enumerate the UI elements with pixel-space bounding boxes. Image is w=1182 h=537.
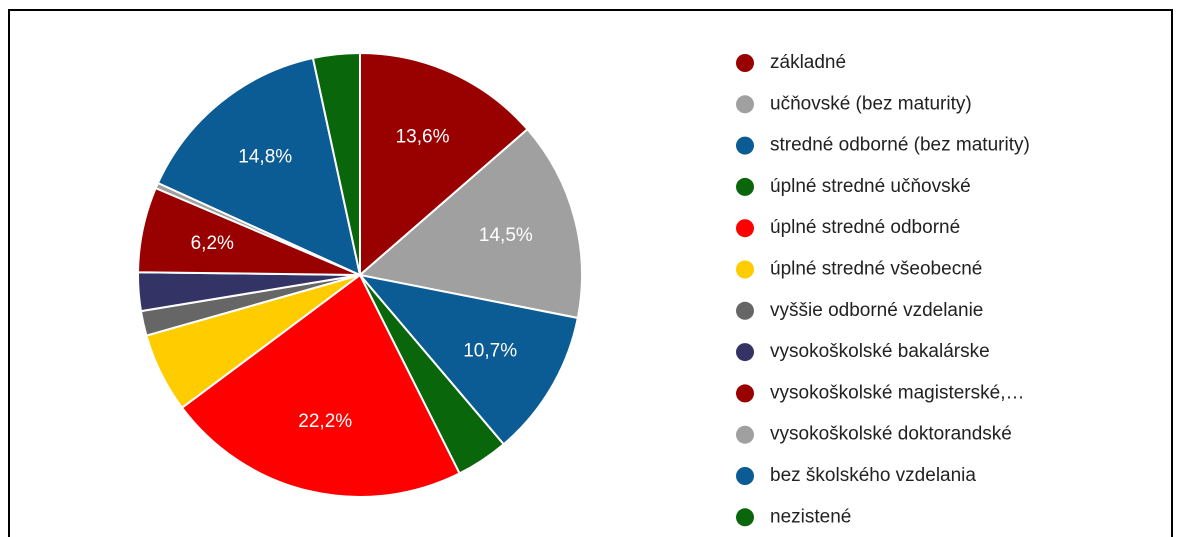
legend-marker [736,95,754,114]
legend-label: úplné stredné učňovské [770,176,971,197]
legend-label: vysokoškolské magisterské,… [770,382,1024,403]
legend-marker [736,136,754,155]
legend-marker [736,54,754,72]
pie-slice [311,51,361,276]
slice-label: 14,5% [479,225,533,246]
legend-marker [736,384,754,403]
slice-label: 14,8% [238,146,292,167]
legend-label: bez školského vzdelania [770,465,976,486]
legend-marker [736,425,754,444]
legend-label: úplné stredné odborné [770,217,960,238]
legend-marker [736,508,754,527]
slice-label: 10,7% [463,340,517,361]
pie-slice [359,51,529,278]
legend-marker [736,467,754,485]
pie-slice [357,273,579,446]
legend-marker [736,343,754,362]
pie-slice [156,56,362,277]
pie-slice [357,127,583,320]
legend-label: vysokoškolské doktorandské [770,424,1012,445]
legend-marker [736,260,754,279]
legend-marker [736,219,754,238]
legend-marker [736,177,754,196]
legend-label: stredné odborné (bez maturity) [770,135,1030,156]
slice-label: 6,2% [191,233,234,254]
legend-label: nezistené [770,506,851,527]
pie-slice [180,273,461,498]
legend-label: úplné stredné všeobecné [770,259,982,280]
slice-label: 13,6% [396,127,450,148]
legend-marker [736,301,754,320]
legend-label: vyššie odborné vzdelanie [770,300,983,321]
legend-label: základné [770,52,846,73]
legend-label: učňovské (bez maturity) [770,93,972,114]
frame [8,9,1173,537]
slice-label: 22,2% [298,411,352,432]
legend-label: vysokoškolské bakalárske [770,341,990,362]
